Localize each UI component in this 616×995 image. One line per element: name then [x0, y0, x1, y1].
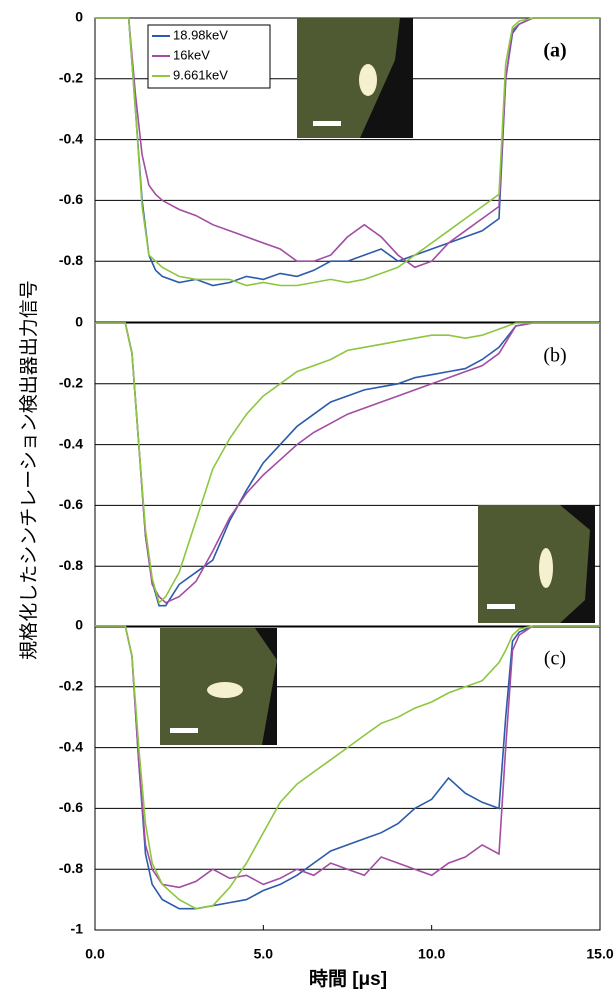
- y-tick-label: -0.4: [59, 738, 83, 754]
- y-tick-label: -0.6: [59, 799, 83, 815]
- x-tick-label: 15.0: [586, 946, 613, 962]
- series-line: [95, 322, 600, 605]
- y-tick-label: -0.8: [59, 557, 83, 573]
- panel-label: (c): [544, 648, 566, 670]
- panel-label: (a): [543, 40, 566, 62]
- y-tick-label: -1: [71, 921, 84, 937]
- legend-label: 16keV: [173, 47, 210, 62]
- x-tick-label: 10.0: [418, 946, 445, 962]
- legend-label: 9.661keV: [173, 67, 228, 82]
- series-line: [95, 625, 600, 910]
- series-line: [95, 625, 600, 889]
- y-tick-label: -0.6: [59, 496, 83, 512]
- legend: 18.98keV 16keV 9.661keV: [147, 24, 271, 89]
- y-tick-label: -0.6: [59, 191, 83, 207]
- y-tick-label: -0.2: [59, 678, 83, 694]
- plots: [94, 17, 601, 931]
- x-tick-label: 5.0: [254, 946, 274, 962]
- inset-image: [478, 505, 595, 623]
- y-tick-label: 0: [75, 314, 83, 330]
- series-line: [95, 625, 600, 910]
- series-line: [95, 322, 600, 604]
- inset-image: [297, 18, 413, 138]
- insets: [160, 18, 595, 745]
- x-tick-label: 0.0: [85, 946, 105, 962]
- y-tick-label: -0.4: [59, 130, 83, 146]
- panel-label: (b): [543, 345, 566, 367]
- y-tick-label: 0: [75, 9, 83, 25]
- labels: 規格化したシンチレーション検出器出力信号 時間 [μs] 0 -0.2 -0.4 -0…: [18, 9, 614, 990]
- y-tick-label: -0.8: [59, 252, 83, 268]
- legend-label: 18.98keV: [173, 27, 228, 42]
- y-tick-label: -0.4: [59, 435, 83, 451]
- x-axis-label: 時間 [μs]: [309, 968, 387, 990]
- y-axis-label: 規格化したシンチレーション検出器出力信号: [18, 280, 40, 660]
- y-tick-label: 0: [75, 617, 83, 633]
- y-tick-label: -0.2: [59, 70, 83, 86]
- y-tick-label: -0.2: [59, 375, 83, 391]
- series-line: [95, 17, 600, 287]
- inset-image: [160, 628, 277, 745]
- y-tick-label: -0.8: [59, 860, 83, 876]
